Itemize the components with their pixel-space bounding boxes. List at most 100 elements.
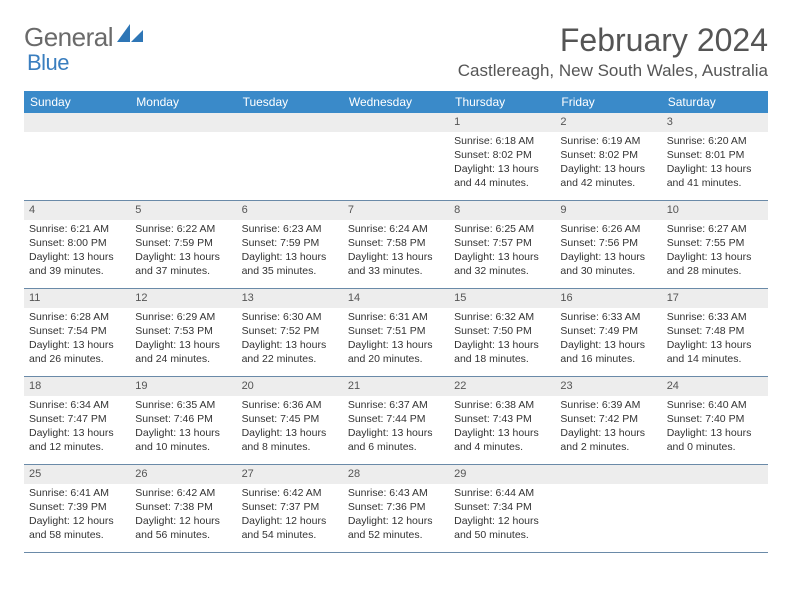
calendar: Sunday Monday Tuesday Wednesday Thursday… bbox=[24, 91, 768, 553]
sunrise-text: Sunrise: 6:39 AM bbox=[560, 398, 656, 412]
daylight-text: Daylight: 13 hours and 22 minutes. bbox=[242, 338, 338, 366]
logo-blue-text-wrap: Blue bbox=[27, 50, 69, 76]
daylight-text: Daylight: 13 hours and 12 minutes. bbox=[29, 426, 125, 454]
day-number: 3 bbox=[662, 113, 768, 132]
daylight-text: Daylight: 13 hours and 14 minutes. bbox=[667, 338, 763, 366]
day-number: 12 bbox=[130, 289, 236, 308]
day-number: 1 bbox=[449, 113, 555, 132]
sunset-text: Sunset: 7:36 PM bbox=[348, 500, 444, 514]
sunrise-text: Sunrise: 6:26 AM bbox=[560, 222, 656, 236]
day-cell: 17Sunrise: 6:33 AMSunset: 7:48 PMDayligh… bbox=[662, 289, 768, 376]
day-body: Sunrise: 6:35 AMSunset: 7:46 PMDaylight:… bbox=[130, 396, 236, 459]
sunrise-text: Sunrise: 6:22 AM bbox=[135, 222, 231, 236]
day-number bbox=[130, 113, 236, 132]
day-cell bbox=[343, 113, 449, 200]
day-number: 21 bbox=[343, 377, 449, 396]
day-body: Sunrise: 6:40 AMSunset: 7:40 PMDaylight:… bbox=[662, 396, 768, 459]
day-cell bbox=[237, 113, 343, 200]
day-number: 11 bbox=[24, 289, 130, 308]
sunrise-text: Sunrise: 6:33 AM bbox=[667, 310, 763, 324]
day-number: 27 bbox=[237, 465, 343, 484]
day-cell: 18Sunrise: 6:34 AMSunset: 7:47 PMDayligh… bbox=[24, 377, 130, 464]
day-body: Sunrise: 6:42 AMSunset: 7:38 PMDaylight:… bbox=[130, 484, 236, 547]
day-cell: 29Sunrise: 6:44 AMSunset: 7:34 PMDayligh… bbox=[449, 465, 555, 552]
day-cell bbox=[555, 465, 661, 552]
day-cell: 4Sunrise: 6:21 AMSunset: 8:00 PMDaylight… bbox=[24, 201, 130, 288]
day-cell: 8Sunrise: 6:25 AMSunset: 7:57 PMDaylight… bbox=[449, 201, 555, 288]
day-body bbox=[555, 484, 661, 490]
sunset-text: Sunset: 7:59 PM bbox=[135, 236, 231, 250]
day-body: Sunrise: 6:28 AMSunset: 7:54 PMDaylight:… bbox=[24, 308, 130, 371]
sunset-text: Sunset: 7:46 PM bbox=[135, 412, 231, 426]
logo: General bbox=[24, 22, 145, 53]
daylight-text: Daylight: 13 hours and 44 minutes. bbox=[454, 162, 550, 190]
daylight-text: Daylight: 13 hours and 4 minutes. bbox=[454, 426, 550, 454]
daylight-text: Daylight: 13 hours and 26 minutes. bbox=[29, 338, 125, 366]
daylight-text: Daylight: 13 hours and 8 minutes. bbox=[242, 426, 338, 454]
sunrise-text: Sunrise: 6:24 AM bbox=[348, 222, 444, 236]
weekday-header: Thursday bbox=[449, 91, 555, 113]
daylight-text: Daylight: 13 hours and 2 minutes. bbox=[560, 426, 656, 454]
sunset-text: Sunset: 7:48 PM bbox=[667, 324, 763, 338]
sunrise-text: Sunrise: 6:43 AM bbox=[348, 486, 444, 500]
day-body: Sunrise: 6:22 AMSunset: 7:59 PMDaylight:… bbox=[130, 220, 236, 283]
day-number bbox=[237, 113, 343, 132]
day-cell: 15Sunrise: 6:32 AMSunset: 7:50 PMDayligh… bbox=[449, 289, 555, 376]
sunset-text: Sunset: 7:43 PM bbox=[454, 412, 550, 426]
day-number: 5 bbox=[130, 201, 236, 220]
sunrise-text: Sunrise: 6:21 AM bbox=[29, 222, 125, 236]
day-cell: 11Sunrise: 6:28 AMSunset: 7:54 PMDayligh… bbox=[24, 289, 130, 376]
sunrise-text: Sunrise: 6:32 AM bbox=[454, 310, 550, 324]
sunset-text: Sunset: 7:34 PM bbox=[454, 500, 550, 514]
weekday-header: Wednesday bbox=[343, 91, 449, 113]
day-cell: 22Sunrise: 6:38 AMSunset: 7:43 PMDayligh… bbox=[449, 377, 555, 464]
daylight-text: Daylight: 12 hours and 50 minutes. bbox=[454, 514, 550, 542]
daylight-text: Daylight: 13 hours and 18 minutes. bbox=[454, 338, 550, 366]
day-body: Sunrise: 6:27 AMSunset: 7:55 PMDaylight:… bbox=[662, 220, 768, 283]
sunset-text: Sunset: 7:52 PM bbox=[242, 324, 338, 338]
sunrise-text: Sunrise: 6:29 AM bbox=[135, 310, 231, 324]
sunrise-text: Sunrise: 6:20 AM bbox=[667, 134, 763, 148]
sunset-text: Sunset: 7:45 PM bbox=[242, 412, 338, 426]
day-cell: 10Sunrise: 6:27 AMSunset: 7:55 PMDayligh… bbox=[662, 201, 768, 288]
sunset-text: Sunset: 7:50 PM bbox=[454, 324, 550, 338]
day-body: Sunrise: 6:19 AMSunset: 8:02 PMDaylight:… bbox=[555, 132, 661, 195]
day-number: 23 bbox=[555, 377, 661, 396]
week-row: 25Sunrise: 6:41 AMSunset: 7:39 PMDayligh… bbox=[24, 465, 768, 553]
day-body bbox=[662, 484, 768, 490]
day-cell: 13Sunrise: 6:30 AMSunset: 7:52 PMDayligh… bbox=[237, 289, 343, 376]
daylight-text: Daylight: 13 hours and 42 minutes. bbox=[560, 162, 656, 190]
sunrise-text: Sunrise: 6:19 AM bbox=[560, 134, 656, 148]
daylight-text: Daylight: 13 hours and 24 minutes. bbox=[135, 338, 231, 366]
sunset-text: Sunset: 7:37 PM bbox=[242, 500, 338, 514]
sunrise-text: Sunrise: 6:25 AM bbox=[454, 222, 550, 236]
sunset-text: Sunset: 7:49 PM bbox=[560, 324, 656, 338]
day-cell: 16Sunrise: 6:33 AMSunset: 7:49 PMDayligh… bbox=[555, 289, 661, 376]
day-number: 17 bbox=[662, 289, 768, 308]
sunset-text: Sunset: 8:02 PM bbox=[560, 148, 656, 162]
day-number: 4 bbox=[24, 201, 130, 220]
sunset-text: Sunset: 7:57 PM bbox=[454, 236, 550, 250]
day-cell: 26Sunrise: 6:42 AMSunset: 7:38 PMDayligh… bbox=[130, 465, 236, 552]
day-body: Sunrise: 6:18 AMSunset: 8:02 PMDaylight:… bbox=[449, 132, 555, 195]
day-number: 7 bbox=[343, 201, 449, 220]
day-number: 18 bbox=[24, 377, 130, 396]
logo-sail-icon bbox=[117, 24, 143, 47]
day-cell: 6Sunrise: 6:23 AMSunset: 7:59 PMDaylight… bbox=[237, 201, 343, 288]
day-body: Sunrise: 6:29 AMSunset: 7:53 PMDaylight:… bbox=[130, 308, 236, 371]
day-body: Sunrise: 6:20 AMSunset: 8:01 PMDaylight:… bbox=[662, 132, 768, 195]
week-row: 1Sunrise: 6:18 AMSunset: 8:02 PMDaylight… bbox=[24, 113, 768, 201]
day-body: Sunrise: 6:30 AMSunset: 7:52 PMDaylight:… bbox=[237, 308, 343, 371]
sunset-text: Sunset: 7:47 PM bbox=[29, 412, 125, 426]
daylight-text: Daylight: 13 hours and 6 minutes. bbox=[348, 426, 444, 454]
day-cell: 2Sunrise: 6:19 AMSunset: 8:02 PMDaylight… bbox=[555, 113, 661, 200]
day-body: Sunrise: 6:33 AMSunset: 7:48 PMDaylight:… bbox=[662, 308, 768, 371]
day-number: 20 bbox=[237, 377, 343, 396]
sunrise-text: Sunrise: 6:40 AM bbox=[667, 398, 763, 412]
daylight-text: Daylight: 12 hours and 56 minutes. bbox=[135, 514, 231, 542]
sunset-text: Sunset: 7:54 PM bbox=[29, 324, 125, 338]
day-body: Sunrise: 6:38 AMSunset: 7:43 PMDaylight:… bbox=[449, 396, 555, 459]
day-number: 29 bbox=[449, 465, 555, 484]
day-cell bbox=[24, 113, 130, 200]
day-body: Sunrise: 6:26 AMSunset: 7:56 PMDaylight:… bbox=[555, 220, 661, 283]
